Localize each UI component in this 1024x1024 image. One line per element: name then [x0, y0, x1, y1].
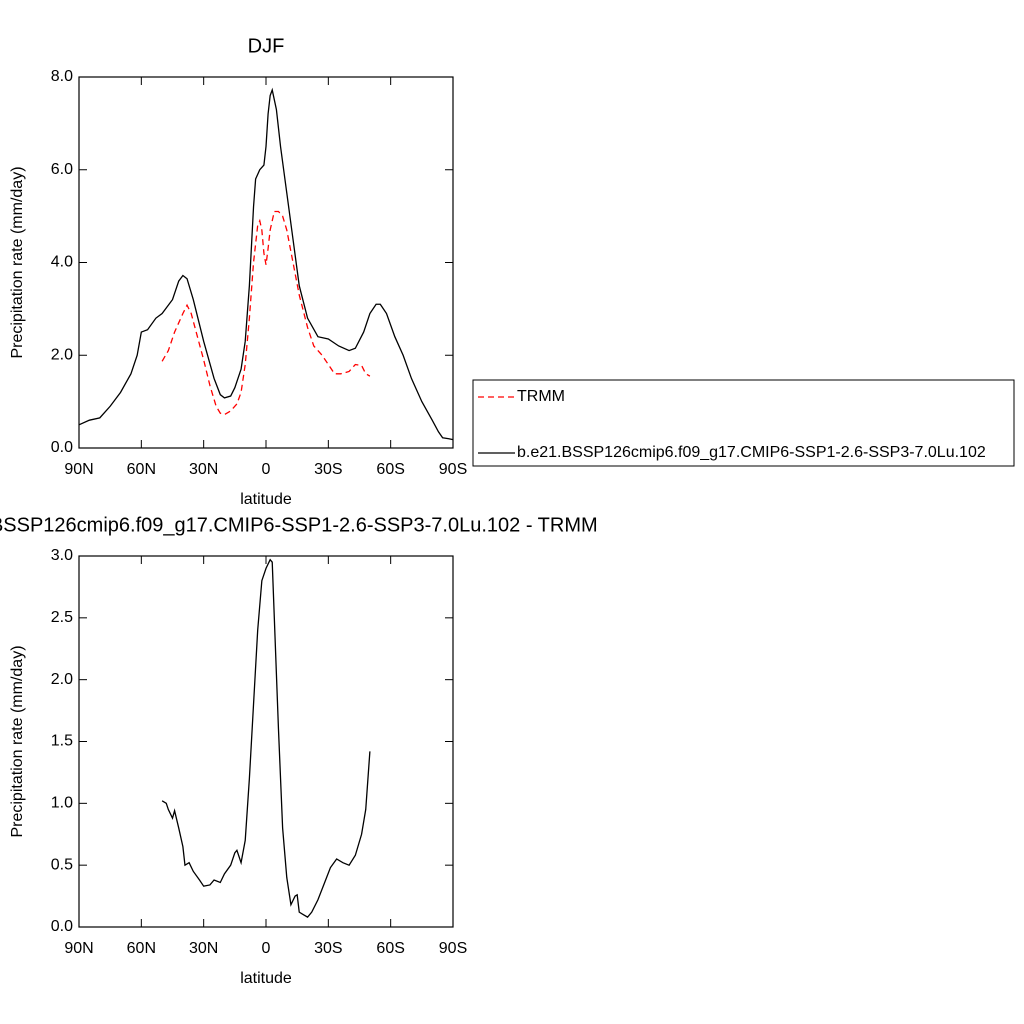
legend-box [472, 379, 1015, 467]
plot-frame [78, 76, 454, 449]
y-tick-label: 8.0 [51, 68, 73, 85]
x-tick-label: 30N [189, 461, 218, 478]
y-tick-label: 0.0 [51, 439, 73, 456]
chart-title: DJF [248, 35, 285, 57]
x-tick-label: 60N [127, 461, 156, 478]
y-tick-label: 2.0 [51, 671, 73, 688]
y-axis-label: Precipitation rate (mm/day) [9, 166, 26, 358]
x-tick-label: 30N [189, 940, 218, 957]
y-tick-label: 1.5 [51, 733, 73, 750]
x-tick-label: 60S [376, 940, 404, 957]
y-tick-label: 0.5 [51, 856, 73, 873]
x-axis-label: latitude [240, 491, 292, 508]
legend-label: TRMM [517, 388, 565, 405]
x-tick-label: 30S [314, 461, 342, 478]
chart-title: b.e21.BSSP126cmip6.f09_g17.CMIP6-SSP1-2.… [0, 514, 598, 536]
y-tick-label: 2.0 [51, 346, 73, 363]
x-tick-label: 0 [262, 940, 271, 957]
x-axis-label: latitude [240, 970, 292, 987]
x-tick-label: 0 [262, 461, 271, 478]
y-tick-label: 2.5 [51, 609, 73, 626]
x-tick-label: 90N [64, 940, 93, 957]
plot-frame [78, 555, 454, 928]
x-tick-label: 30S [314, 940, 342, 957]
y-tick-label: 3.0 [51, 547, 73, 564]
data-line [161, 210, 371, 416]
y-axis-label: Precipitation rate (mm/day) [9, 645, 26, 837]
x-tick-label: 60S [376, 461, 404, 478]
x-tick-label: 60N [127, 940, 156, 957]
y-tick-label: 1.0 [51, 795, 73, 812]
x-tick-label: 90N [64, 461, 93, 478]
y-tick-label: 4.0 [51, 254, 73, 271]
y-tick-label: 6.0 [51, 161, 73, 178]
data-line [161, 558, 371, 918]
data-line [78, 87, 454, 441]
x-tick-label: 90S [439, 940, 467, 957]
legend-label: b.e21.BSSP126cmip6.f09_g17.CMIP6-SSP1-2.… [517, 444, 986, 461]
x-tick-label: 90S [439, 461, 467, 478]
y-tick-label: 0.0 [51, 918, 73, 935]
